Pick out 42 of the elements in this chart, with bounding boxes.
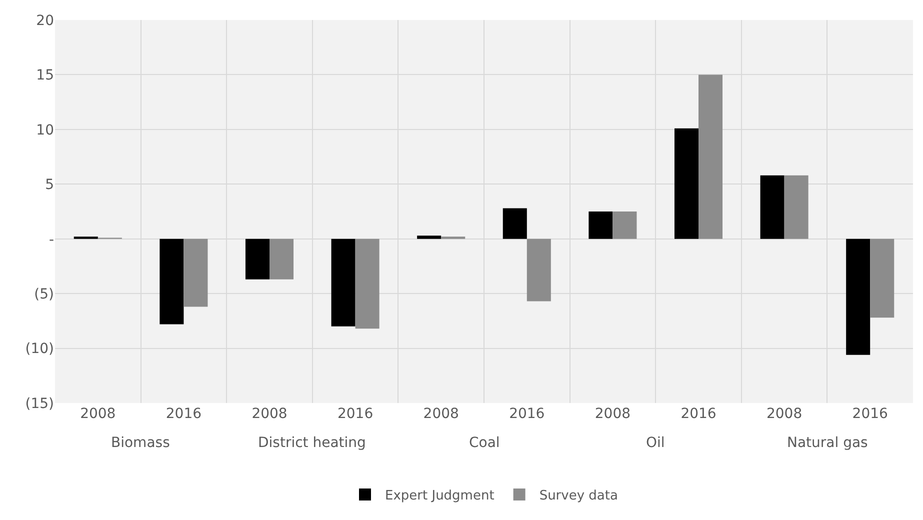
bar: [588, 212, 613, 239]
bar: [245, 238, 270, 280]
text: Natural gas: [787, 435, 868, 451]
bar: [502, 208, 527, 239]
y-tick-label: (10): [25, 341, 54, 358]
y-tick-label: (5): [34, 286, 54, 302]
y-tick-label: 20: [36, 12, 54, 29]
x-tick-label: 2016: [680, 406, 716, 422]
x-tick-label: 2016: [166, 406, 202, 422]
legend-label: Expert Judgment: [385, 488, 494, 504]
bar: [612, 212, 637, 239]
bar: [526, 238, 551, 302]
bar: [355, 238, 380, 329]
x-tick-label: 2008: [594, 406, 631, 422]
x-tick-label: 2008: [423, 406, 459, 422]
bar: [846, 238, 870, 355]
x-tick-label: 2008: [252, 406, 288, 422]
y-tick-label: 15: [36, 68, 54, 84]
y-tick-label: 5: [45, 177, 54, 194]
bar: [698, 74, 723, 239]
x-tick-label: 2016: [337, 406, 374, 422]
text: District heating: [258, 435, 366, 451]
y-tick-label: -: [48, 232, 54, 248]
x-tick-label: 2016: [509, 406, 545, 422]
x-tick-label: 2008: [80, 406, 116, 422]
bar: [160, 238, 184, 324]
bar: [760, 175, 784, 239]
text: Coal: [469, 435, 500, 451]
text: Biomass: [111, 435, 170, 451]
bar: [270, 238, 294, 280]
legend-label: Survey data: [539, 488, 618, 504]
x-tick-label: 2016: [852, 406, 888, 422]
bar: [417, 236, 442, 239]
x-tick-label: 2008: [766, 406, 802, 422]
bar: [184, 238, 208, 307]
y-tick-label: 10: [36, 122, 54, 138]
bar: [870, 238, 894, 318]
bar: [674, 128, 698, 239]
bar: [784, 175, 808, 239]
bar: [331, 238, 356, 326]
y-tick-label: (15): [25, 396, 54, 412]
text: Oil: [646, 435, 665, 451]
